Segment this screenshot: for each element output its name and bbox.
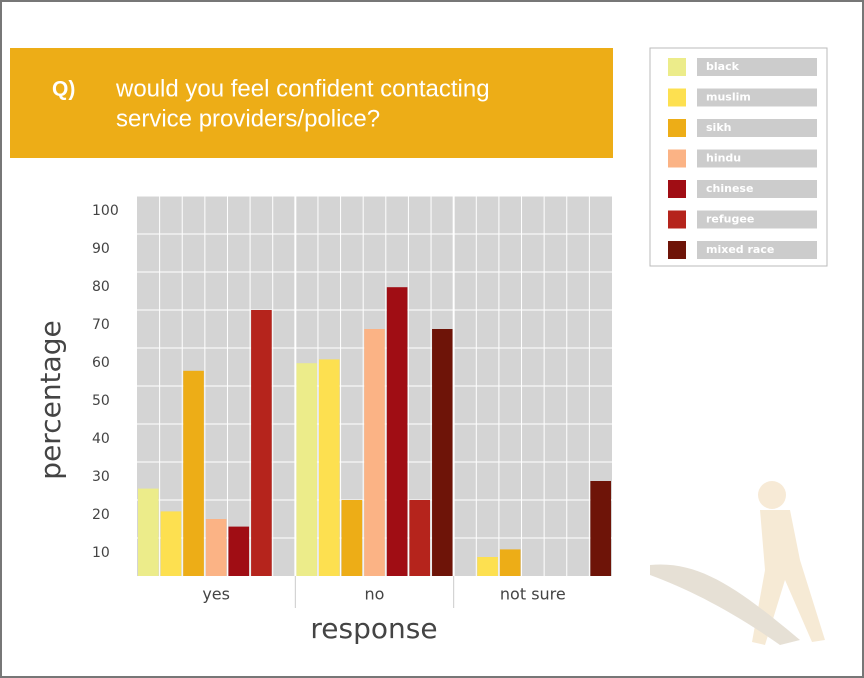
y-tick-label: 50 bbox=[92, 393, 110, 409]
bar bbox=[341, 500, 363, 576]
bar bbox=[364, 329, 385, 576]
bar bbox=[409, 500, 431, 576]
legend-label: chinese bbox=[706, 182, 753, 195]
title-line: service providers/police? bbox=[116, 105, 380, 132]
bar bbox=[183, 370, 204, 576]
y-tick-label: 40 bbox=[92, 431, 110, 447]
legend-label: black bbox=[706, 60, 740, 73]
legend-label-bg bbox=[697, 241, 817, 259]
x-tick-label: no bbox=[365, 585, 385, 604]
bar bbox=[296, 363, 317, 576]
legend-label: muslim bbox=[706, 91, 751, 104]
y-axis-label: percentage bbox=[34, 320, 67, 479]
x-tick-label: yes bbox=[202, 585, 230, 604]
x-tick-label: not sure bbox=[500, 585, 566, 604]
y-tick-label: 80 bbox=[92, 279, 110, 295]
title-prefix: Q) bbox=[52, 78, 75, 101]
y-tick-label: 60 bbox=[92, 355, 110, 371]
legend-swatch bbox=[668, 241, 686, 259]
y-tick-label: 10 bbox=[92, 545, 110, 561]
y-tick-label: 70 bbox=[92, 317, 110, 333]
y-tick-label: 20 bbox=[92, 507, 110, 523]
bar bbox=[499, 549, 521, 576]
legend-swatch bbox=[668, 210, 686, 229]
bar bbox=[318, 359, 340, 576]
legend-label-bg bbox=[697, 210, 817, 229]
bar bbox=[205, 519, 227, 576]
y-tick-label: 100 bbox=[92, 203, 119, 219]
legend-swatch bbox=[668, 58, 686, 76]
legend-label-bg bbox=[697, 88, 817, 107]
legend-label-bg bbox=[697, 119, 817, 137]
title-line: would you feel confident contacting bbox=[115, 75, 490, 102]
legend-label: sikh bbox=[706, 121, 731, 134]
legend-label: mixed race bbox=[706, 243, 774, 256]
title-banner bbox=[10, 48, 613, 158]
legend-swatch bbox=[668, 180, 686, 198]
y-tick-label: 90 bbox=[92, 241, 110, 257]
bar bbox=[251, 310, 272, 576]
legend-swatch bbox=[668, 149, 686, 168]
x-axis-label: response bbox=[310, 612, 437, 645]
bar bbox=[432, 329, 453, 576]
legend-label-bg bbox=[697, 149, 817, 168]
bar bbox=[160, 511, 182, 576]
y-tick-label: 30 bbox=[92, 469, 110, 485]
legend-swatch bbox=[668, 119, 686, 137]
bar bbox=[590, 481, 611, 576]
bar bbox=[138, 488, 159, 576]
bar bbox=[228, 526, 250, 576]
legend-swatch bbox=[668, 88, 686, 107]
legend-label: hindu bbox=[706, 152, 741, 165]
legend-label: refugee bbox=[706, 213, 754, 226]
bar bbox=[477, 557, 498, 576]
legend-label-bg bbox=[697, 58, 817, 76]
decoration bbox=[650, 481, 825, 645]
bar bbox=[386, 287, 408, 576]
legend-label-bg bbox=[697, 180, 817, 198]
